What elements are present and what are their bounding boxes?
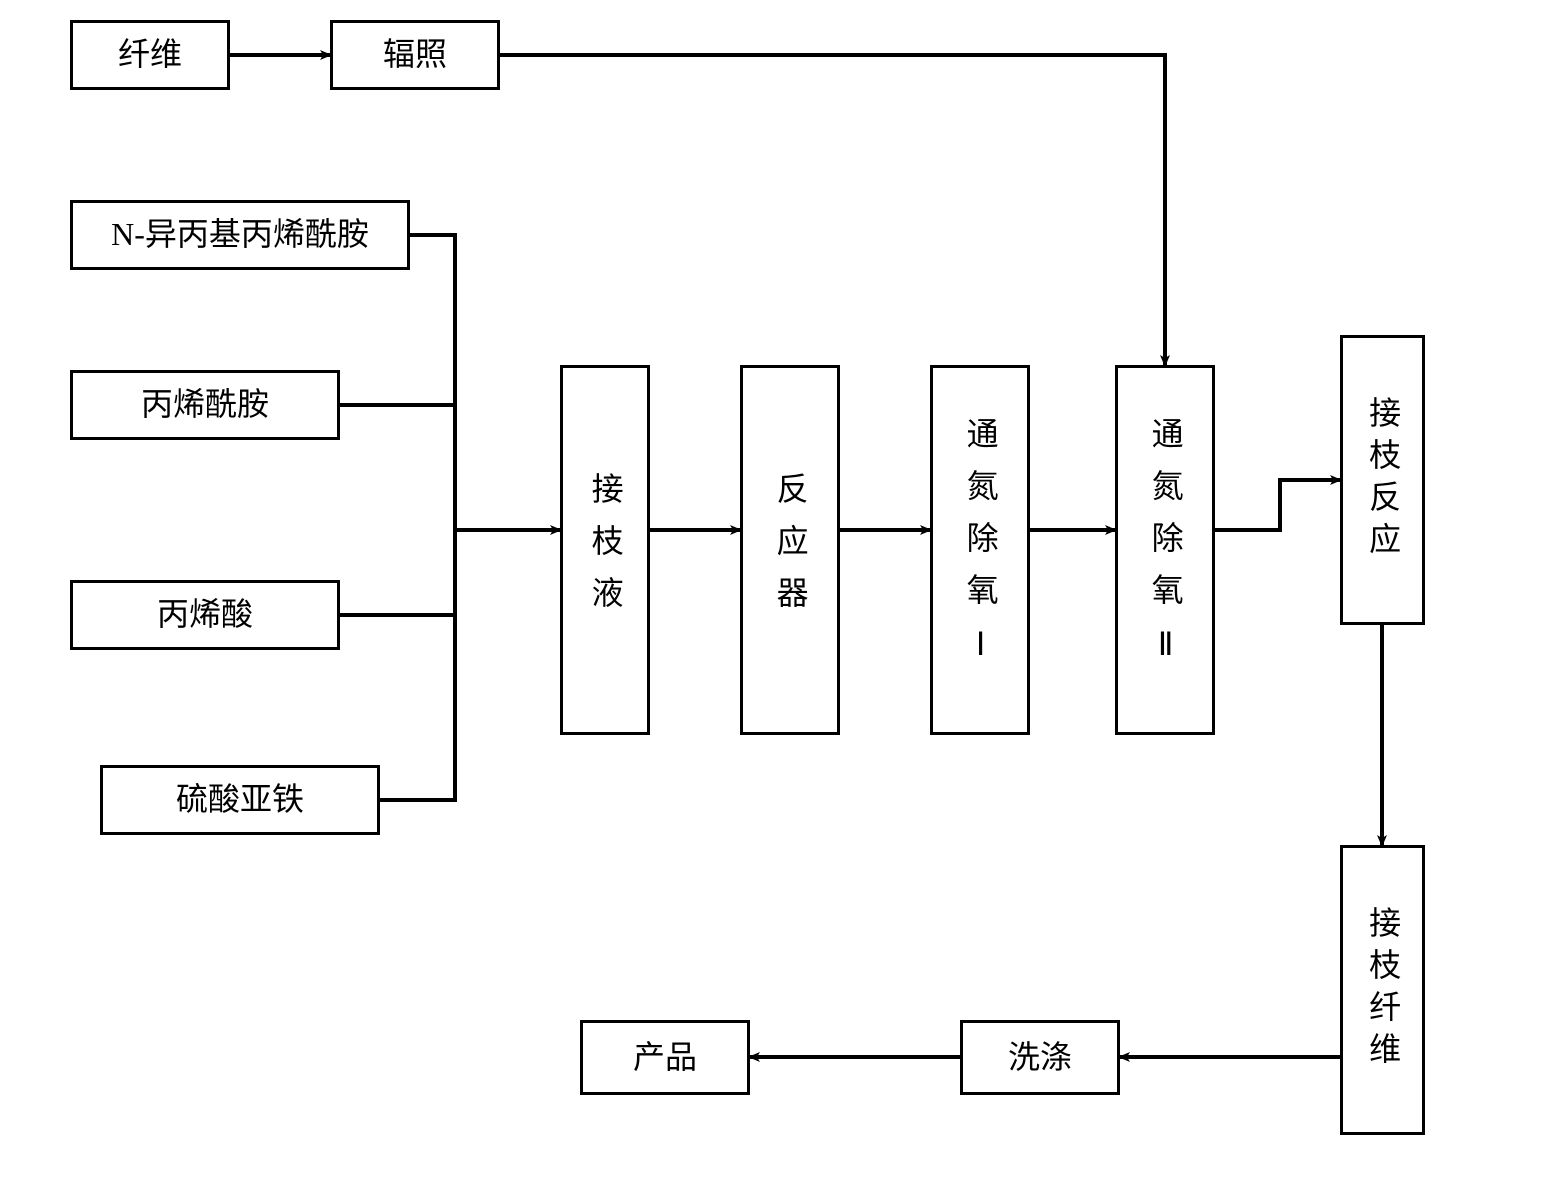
label-feso4: 硫酸亚铁 [176, 778, 304, 821]
arrow-nipam-to-bus [410, 235, 455, 530]
box-deox2: 通氮除氧Ⅱ [1115, 365, 1215, 735]
arrow-deox2-to-graftrxn [1215, 480, 1340, 530]
label-fiber: 纤维 [118, 33, 182, 76]
label-acrylic: 丙烯酸 [157, 593, 253, 636]
box-irradiate: 辐照 [330, 20, 500, 90]
box-feso4: 硫酸亚铁 [100, 765, 380, 835]
label-irradiate: 辐照 [383, 33, 447, 76]
label-reactor: 反应器 [768, 472, 811, 628]
label-deox1: 通氮除氧Ⅰ [958, 417, 1001, 683]
arrow-irradiate-to-deox2 [500, 55, 1165, 365]
box-wash: 洗涤 [960, 1020, 1120, 1095]
label-acrylamide: 丙烯酰胺 [141, 383, 269, 426]
box-deox1: 通氮除氧Ⅰ [930, 365, 1030, 735]
box-graftliq: 接枝液 [560, 365, 650, 735]
box-product: 产品 [580, 1020, 750, 1095]
label-wash: 洗涤 [1008, 1036, 1072, 1079]
box-nipam: N-异丙基丙烯酰胺 [70, 200, 410, 270]
label-deox2: 通氮除氧Ⅱ [1143, 417, 1186, 683]
box-graftfiber: 接枝纤维 [1340, 845, 1425, 1135]
box-graftrxn: 接枝反应 [1340, 335, 1425, 625]
label-graftfiber: 接枝纤维 [1361, 906, 1404, 1074]
label-graftliq: 接枝液 [583, 472, 626, 628]
box-acrylamide: 丙烯酰胺 [70, 370, 340, 440]
box-acrylic: 丙烯酸 [70, 580, 340, 650]
label-product: 产品 [633, 1036, 697, 1079]
box-fiber: 纤维 [70, 20, 230, 90]
label-graftrxn: 接枝反应 [1361, 396, 1404, 564]
arrow-feso4-to-bus [380, 530, 455, 800]
box-reactor: 反应器 [740, 365, 840, 735]
label-nipam: N-异丙基丙烯酰胺 [111, 213, 369, 256]
